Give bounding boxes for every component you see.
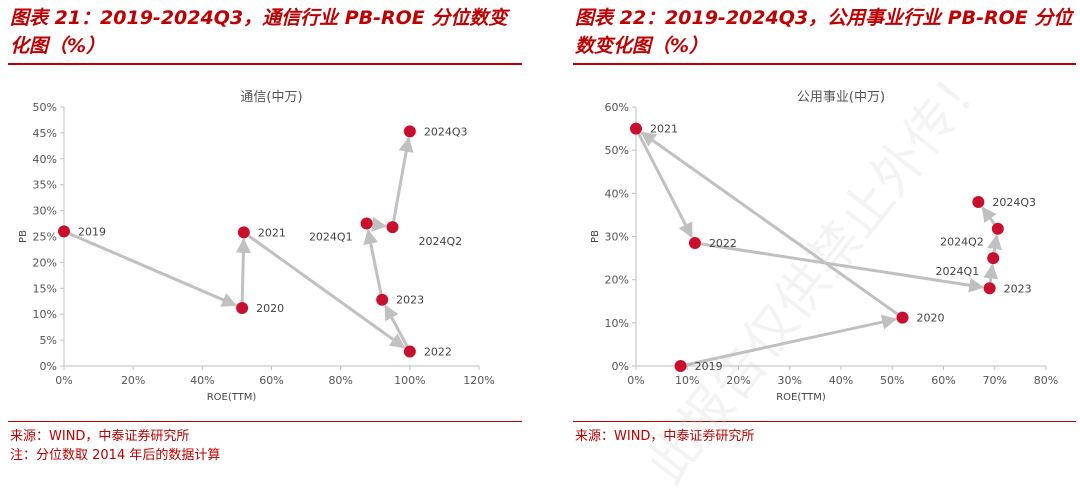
chart22-point-2024Q1 xyxy=(987,252,1000,265)
chart21-arrow-2022-to-2023 xyxy=(384,304,409,347)
chart21-y-tick-label: 0% xyxy=(40,360,57,373)
chart21-point-label-2020: 2020 xyxy=(256,302,284,315)
chart21-point-label-2022: 2022 xyxy=(424,345,452,358)
chart22-point-2024Q2 xyxy=(991,222,1004,235)
chart22-x-tick-label: 20% xyxy=(726,374,750,387)
figure-22-source: 来源：WIND，中泰证券研究所 xyxy=(575,429,755,444)
figure-22-panel: 图表 22：2019-2024Q3，公用事业行业 PB-ROE 分位数变化图（%… xyxy=(565,0,1080,494)
figure-21-note: 注：分位数取 2014 年后的数据计算 xyxy=(10,448,221,463)
chart21-y-tick-label: 5% xyxy=(40,334,57,347)
chart21-title: 通信(中万) xyxy=(240,90,302,105)
chart21-point-2024Q1 xyxy=(360,217,373,230)
chart21-y-tick-label: 50% xyxy=(33,101,57,114)
chart22-point-2022 xyxy=(688,236,701,249)
chart22-x-tick-label: 10% xyxy=(675,374,699,387)
chart21-x-axis-title: ROE(TTM) xyxy=(207,392,257,403)
chart21-point-2020 xyxy=(236,301,249,314)
chart21-point-label-2021: 2021 xyxy=(258,226,286,239)
chart21-x-tick-label: 20% xyxy=(121,374,145,387)
chart22-y-tick-label: 10% xyxy=(605,317,629,330)
chart22-point-label-2023: 2023 xyxy=(1004,282,1032,295)
chart21-point-2023 xyxy=(376,293,389,306)
chart22-y-tick-label: 50% xyxy=(605,144,629,157)
chart21-arrow-2023-to-2024Q1 xyxy=(363,228,383,295)
chart21-point-2024Q3 xyxy=(403,125,416,138)
chart21-point-2019 xyxy=(58,225,70,238)
chart22-y-tick-label: 20% xyxy=(605,274,629,287)
chart22-x-tick-label: 30% xyxy=(778,374,802,387)
figure-21-footer-rule xyxy=(8,421,522,422)
chart22-point-label-2024Q3: 2024Q3 xyxy=(992,196,1036,209)
chart22-point-label-2024Q1: 2024Q1 xyxy=(936,265,980,278)
chart22-point-2023 xyxy=(983,282,996,295)
chart22-arrow-2022-to-2023 xyxy=(700,242,985,293)
chart22-point-label-2021: 2021 xyxy=(650,123,678,136)
chart21-y-tick-label: 30% xyxy=(33,205,57,218)
chart21-y-tick-label: 25% xyxy=(33,231,57,244)
chart22-y-tick-label: 40% xyxy=(605,187,629,200)
figure-22-footer-rule xyxy=(573,421,1076,422)
figure-22-title-rule xyxy=(573,63,1076,65)
chart22-x-tick-label: 50% xyxy=(880,374,904,387)
chart22-x-tick-label: 0% xyxy=(627,374,644,387)
chart21-y-tick-label: 15% xyxy=(33,282,57,295)
chart21-arrow-2024Q2-to-2024Q3 xyxy=(392,136,414,222)
chart22-x-tick-label: 60% xyxy=(931,374,955,387)
chart22-arrow-2024Q1-to-2024Q2 xyxy=(987,234,1003,253)
chart21-arrow-2021-to-2022 xyxy=(247,234,406,349)
chart22-arrow-2020-to-2021 xyxy=(640,131,899,316)
chart21-point-2021 xyxy=(237,226,250,239)
chart21-y-tick-label: 45% xyxy=(33,127,57,140)
chart21-arrow-2019-to-2020 xyxy=(68,232,238,307)
figure-22-chart: 公用事业(中万) 0% 10% 20% 30% 40% 50% 60% 0% 10% 20% 30% 4… xyxy=(590,90,1058,403)
chart22-x-tick-label: 40% xyxy=(829,374,853,387)
chart22-point-label-2019: 2019 xyxy=(695,360,723,373)
chart22-arrow-2021-to-2022 xyxy=(637,133,694,239)
chart22-y-tick-label: 0% xyxy=(612,360,629,373)
chart21-x-tick-label: 0% xyxy=(55,374,72,387)
chart21-x-tick-label: 60% xyxy=(259,374,283,387)
chart21-point-label-2024Q2: 2024Q2 xyxy=(419,235,463,248)
chart21-arrow-2024Q1-to-2024Q2 xyxy=(371,216,388,232)
chart21-point-label-2019: 2019 xyxy=(78,225,106,238)
figure-22-title: 图表 22：2019-2024Q3，公用事业行业 PB-ROE 分位数变化图（%… xyxy=(575,7,1073,57)
chart22-point-label-2024Q2: 2024Q2 xyxy=(940,236,984,249)
figure-21-panel: 图表 21：2019-2024Q3，通信行业 PB-ROE 分位数变化图（%） … xyxy=(0,0,530,464)
chart21-point-label-2024Q1: 2024Q1 xyxy=(309,231,353,244)
chart22-arrow-2023-to-2024Q1 xyxy=(983,263,999,283)
chart22-point-2021 xyxy=(630,122,642,135)
chart22-x-tick-label: 70% xyxy=(983,374,1007,387)
chart21-x-tick-label: 100% xyxy=(394,374,425,387)
figure-21-chart: 通信(中万) 0% 5% 10% 15% 20% 25% 30% 35% 40% 45% 50% 0% 2… xyxy=(18,90,495,403)
chart22-x-tick-label: 80% xyxy=(1034,374,1058,387)
chart22-point-2024Q3 xyxy=(972,195,985,208)
chart22-y-axis-title: PB xyxy=(590,230,601,243)
chart22-point-2020 xyxy=(896,311,909,324)
chart22-arrow-2019-to-2020 xyxy=(686,314,898,367)
chart21-y-tick-label: 35% xyxy=(33,179,57,192)
chart22-arrow-2024Q2-to-2024Q3 xyxy=(981,206,997,225)
chart22-point-2019 xyxy=(674,360,687,372)
chart21-point-label-2023: 2023 xyxy=(396,294,424,307)
chart21-y-tick-label: 10% xyxy=(33,308,57,321)
chart21-x-tick-label: 80% xyxy=(328,374,352,387)
chart21-y-axis-title: PB xyxy=(18,230,29,243)
chart21-arrow-2020-to-2021 xyxy=(235,237,251,303)
figure-21-source: 来源：WIND，中泰证券研究所 xyxy=(10,429,190,444)
chart21-point-2024Q2 xyxy=(386,221,399,234)
chart21-point-2022 xyxy=(403,345,416,358)
chart22-title: 公用事业(中万) xyxy=(797,90,885,105)
figure-21-title: 图表 21：2019-2024Q3，通信行业 PB-ROE 分位数变化图（%） xyxy=(10,7,508,57)
chart21-y-tick-label: 20% xyxy=(33,256,57,269)
chart22-y-tick-label: 30% xyxy=(605,231,629,244)
chart21-x-tick-label: 40% xyxy=(190,374,214,387)
figure-21-title-rule xyxy=(8,63,522,65)
chart22-point-label-2022: 2022 xyxy=(709,237,737,250)
chart21-y-tick-label: 40% xyxy=(33,153,57,166)
chart22-y-tick-label: 60% xyxy=(605,101,629,114)
chart22-point-label-2020: 2020 xyxy=(917,312,945,325)
chart22-x-axis-title: ROE(TTM) xyxy=(776,392,826,403)
chart21-point-label-2024Q3: 2024Q3 xyxy=(424,125,468,138)
chart21-x-tick-label: 120% xyxy=(463,374,494,387)
